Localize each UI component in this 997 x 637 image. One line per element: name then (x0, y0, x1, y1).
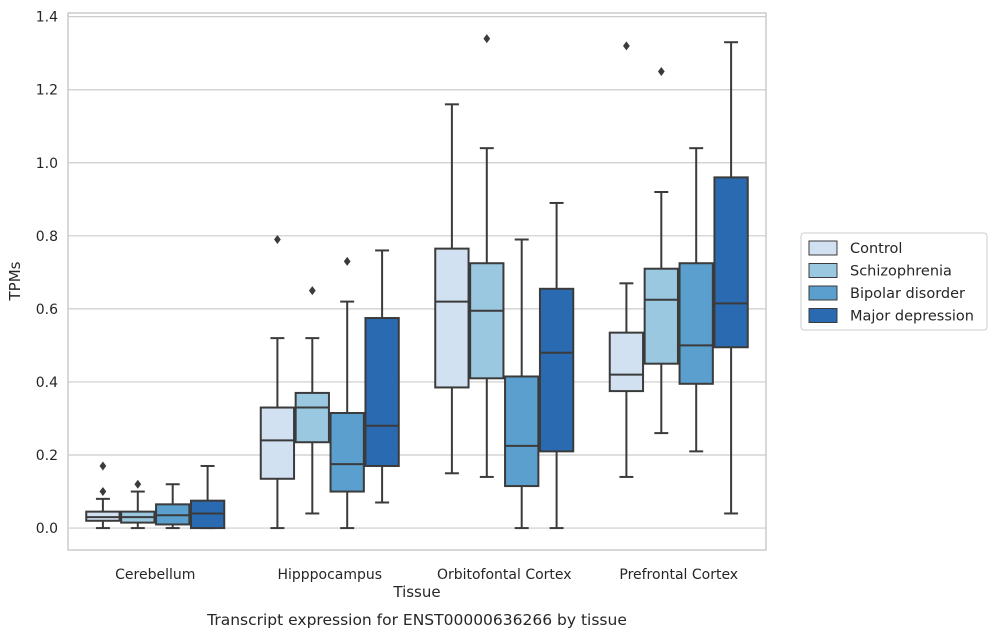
y-tick-label: 0.0 (36, 521, 58, 537)
box-schizophrenia (643, 66, 679, 435)
outlier-point (134, 479, 142, 489)
outlier-point (623, 41, 630, 51)
box-schizophrenia (294, 286, 330, 515)
x-tick-label: Prefrontal Cortex (619, 567, 738, 583)
chart-caption: Transcript expression for ENST0000063626… (206, 611, 627, 629)
outlier-point (99, 487, 107, 497)
x-axis-label: Tissue (392, 583, 440, 601)
outlier-point (483, 34, 491, 44)
y-tick-label: 0.8 (36, 229, 58, 245)
box-major-depression (189, 464, 226, 530)
y-tick-labels: 0.0 0.2 0.4 0.6 0.8 1.0 1.2 1.4 (36, 10, 58, 537)
box-iqr (713, 176, 749, 349)
legend-swatch (808, 263, 838, 278)
box-iqr (678, 262, 714, 385)
legend-label: Bipolar disorder (850, 286, 965, 302)
outlier-point (657, 66, 665, 76)
box-bipolar-disorder (678, 147, 714, 453)
box-bipolar-disorder (155, 483, 191, 530)
y-tick-label: 1.2 (36, 83, 58, 99)
box-iqr (608, 331, 645, 393)
box-iqr (504, 375, 540, 488)
box-bipolar-disorder (504, 238, 540, 530)
box-control (434, 103, 470, 475)
box-iqr (294, 391, 330, 444)
x-tick-labels: Cerebellum Hipppocampus Orbitofontal Corte… (115, 567, 738, 583)
box-control (85, 461, 121, 530)
box-bipolar-disorder (329, 256, 365, 530)
outlier-point (308, 286, 316, 296)
box-iqr (643, 267, 679, 365)
box-iqr (434, 247, 470, 389)
outlier-point (99, 461, 107, 471)
gridlines (68, 16, 766, 529)
legend: Control Schizophrenia Bipolar disorder Majo… (800, 232, 988, 331)
box-major-depression (538, 201, 575, 530)
x-tick-label: Cerebellum (115, 567, 195, 583)
y-tick-label: 0.4 (36, 375, 58, 391)
box-iqr (364, 317, 400, 467)
box-major-depression (364, 249, 400, 504)
plot-area-frame (67, 12, 767, 551)
legend-label: Control (850, 241, 902, 257)
box-major-depression (713, 41, 749, 515)
box-control (259, 234, 296, 530)
box-iqr (538, 287, 575, 453)
legend-swatch (808, 308, 838, 323)
outlier-point (274, 234, 281, 244)
box-control (608, 41, 645, 478)
legend-swatch (808, 240, 838, 256)
x-tick-label: Orbitofontal Cortex (437, 567, 572, 583)
box-iqr (259, 406, 296, 480)
box-schizophrenia (469, 34, 505, 478)
y-tick-label: 0.2 (36, 448, 58, 464)
legend-label: Major depression (850, 309, 974, 325)
y-tick-label: 1.4 (36, 10, 58, 26)
legend-swatch (808, 285, 838, 301)
legend-label: Schizophrenia (850, 264, 952, 280)
box-iqr (469, 262, 505, 380)
x-tick-label: Hipppocampus (277, 567, 382, 583)
y-tick-label: 0.6 (36, 302, 58, 318)
box-iqr (329, 412, 365, 493)
outlier-point (343, 256, 351, 266)
y-axis-label: TPMs (6, 261, 24, 301)
box-schizophrenia (120, 479, 156, 530)
y-tick-label: 1.0 (36, 156, 58, 172)
boxes (85, 34, 749, 530)
legend-frame (800, 232, 988, 331)
